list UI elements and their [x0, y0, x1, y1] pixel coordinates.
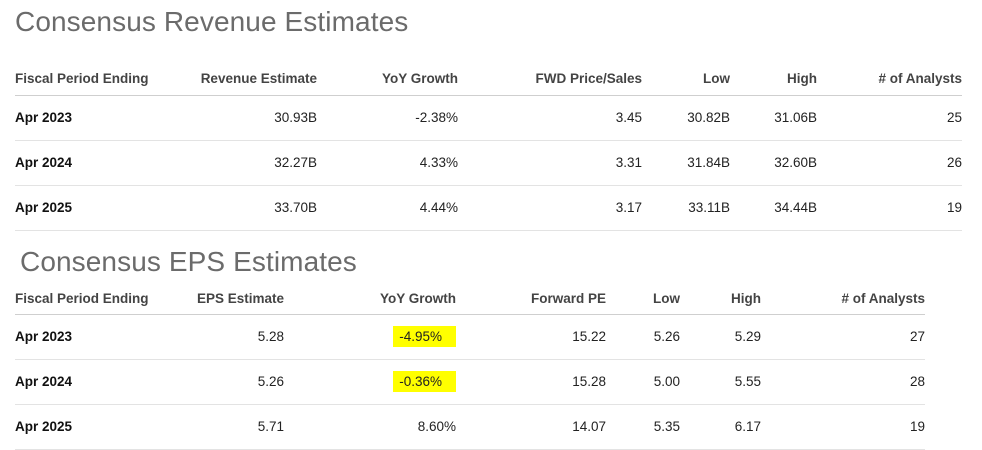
- table-row: Apr 2025 33.70B 4.44% 3.17 33.11B 34.44B…: [15, 185, 962, 231]
- table-header-row: Fiscal Period Ending EPS Estimate YoY Gr…: [15, 283, 925, 315]
- fiscal-period-cell: Apr 2025: [15, 185, 175, 231]
- table-row: Apr 2025 5.71 8.60% 14.07 5.35 6.17 19: [15, 404, 925, 450]
- low-cell: 5.00: [606, 359, 680, 405]
- column-header-fiscal-period[interactable]: Fiscal Period Ending: [15, 283, 173, 315]
- fwd-price-sales-cell: 3.31: [458, 140, 642, 186]
- eps-estimate-cell: 5.26: [173, 359, 284, 405]
- forward-pe-cell: 15.28: [456, 359, 606, 405]
- fwd-price-sales-cell: 3.45: [458, 95, 642, 141]
- revenue-section-title: Consensus Revenue Estimates: [15, 6, 409, 37]
- column-header-yoy-growth[interactable]: YoY Growth: [284, 283, 456, 315]
- revenue-estimate-cell: 32.27B: [175, 140, 317, 186]
- fiscal-period-cell: Apr 2024: [15, 140, 175, 186]
- analysts-cell: 28: [761, 359, 925, 405]
- column-header-analysts[interactable]: # of Analysts: [761, 283, 925, 315]
- forward-pe-cell: 15.22: [456, 314, 606, 360]
- forward-pe-cell: 14.07: [456, 404, 606, 450]
- yoy-growth-cell: 4.44%: [317, 185, 458, 231]
- column-header-low[interactable]: Low: [606, 283, 680, 315]
- revenue-estimate-cell: 33.70B: [175, 185, 317, 231]
- analysts-cell: 26: [817, 140, 962, 186]
- revenue-estimate-cell: 30.93B: [175, 95, 317, 141]
- yoy-growth-cell: 8.60%: [284, 404, 456, 450]
- analysts-cell: 19: [817, 185, 962, 231]
- analysts-cell: 19: [761, 404, 925, 450]
- high-cell: 34.44B: [730, 185, 817, 231]
- eps-estimates-table: Fiscal Period Ending EPS Estimate YoY Gr…: [15, 283, 925, 450]
- fiscal-period-cell: Apr 2023: [15, 314, 173, 360]
- fwd-price-sales-cell: 3.17: [458, 185, 642, 231]
- column-header-high[interactable]: High: [730, 62, 817, 96]
- column-header-analysts[interactable]: # of Analysts: [817, 62, 962, 96]
- column-header-high[interactable]: High: [680, 283, 761, 315]
- low-cell: 33.11B: [642, 185, 730, 231]
- highlighted-yoy-growth: -4.95%: [393, 326, 456, 347]
- yoy-growth-cell: -0.36%: [284, 359, 456, 405]
- high-cell: 31.06B: [730, 95, 817, 141]
- fiscal-period-cell: Apr 2025: [15, 404, 173, 450]
- high-cell: 6.17: [680, 404, 761, 450]
- table-row: Apr 2023 5.28 -4.95% 15.22 5.26 5.29 27: [15, 314, 925, 360]
- revenue-estimates-table: Fiscal Period Ending Revenue Estimate Yo…: [15, 62, 962, 231]
- column-header-forward-pe[interactable]: Forward PE: [456, 283, 606, 315]
- column-header-low[interactable]: Low: [642, 62, 730, 96]
- eps-estimate-cell: 5.28: [173, 314, 284, 360]
- high-cell: 5.55: [680, 359, 761, 405]
- high-cell: 32.60B: [730, 140, 817, 186]
- eps-estimate-cell: 5.71: [173, 404, 284, 450]
- analysts-cell: 25: [817, 95, 962, 141]
- high-cell: 5.29: [680, 314, 761, 360]
- column-header-fwd-price-sales[interactable]: FWD Price/Sales: [458, 62, 642, 96]
- table-header-row: Fiscal Period Ending Revenue Estimate Yo…: [15, 62, 962, 96]
- yoy-growth-cell: -2.38%: [317, 95, 458, 141]
- low-cell: 30.82B: [642, 95, 730, 141]
- column-header-yoy-growth[interactable]: YoY Growth: [317, 62, 458, 96]
- yoy-growth-cell: 4.33%: [317, 140, 458, 186]
- low-cell: 5.35: [606, 404, 680, 450]
- yoy-growth-cell: -4.95%: [284, 314, 456, 360]
- column-header-revenue-estimate[interactable]: Revenue Estimate: [175, 62, 317, 96]
- table-row: Apr 2023 30.93B -2.38% 3.45 30.82B 31.06…: [15, 95, 962, 141]
- table-row: Apr 2024 5.26 -0.36% 15.28 5.00 5.55 28: [15, 359, 925, 405]
- eps-section-title: Consensus EPS Estimates: [20, 246, 357, 277]
- highlighted-yoy-growth: -0.36%: [393, 371, 456, 392]
- fiscal-period-cell: Apr 2023: [15, 95, 175, 141]
- low-cell: 31.84B: [642, 140, 730, 186]
- table-row: Apr 2024 32.27B 4.33% 3.31 31.84B 32.60B…: [15, 140, 962, 186]
- column-header-fiscal-period[interactable]: Fiscal Period Ending: [15, 62, 175, 96]
- low-cell: 5.26: [606, 314, 680, 360]
- analysts-cell: 27: [761, 314, 925, 360]
- column-header-eps-estimate[interactable]: EPS Estimate: [173, 283, 284, 315]
- fiscal-period-cell: Apr 2024: [15, 359, 173, 405]
